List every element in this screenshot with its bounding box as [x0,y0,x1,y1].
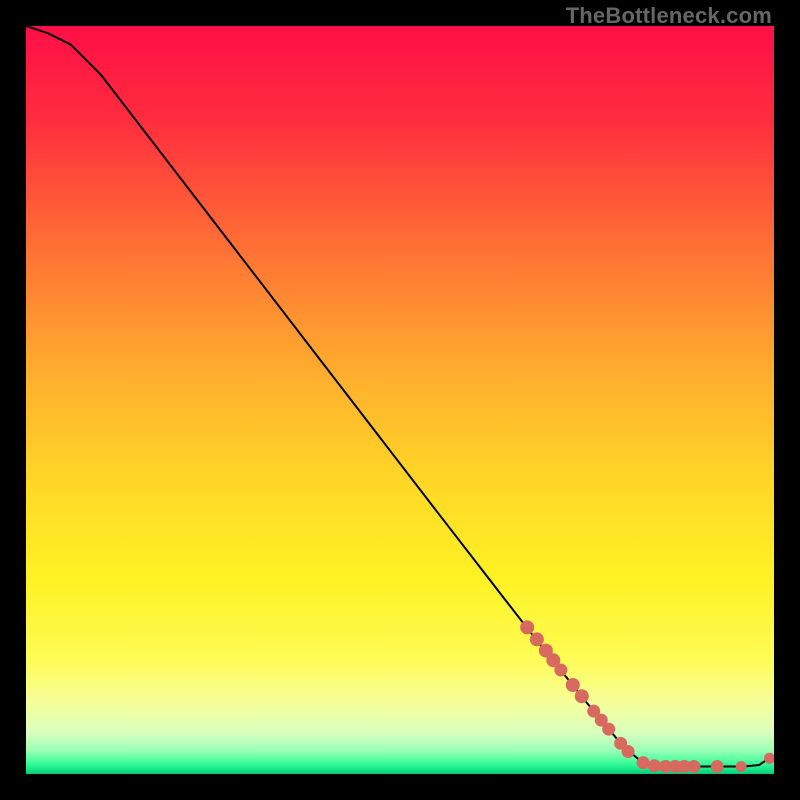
chart-stage: TheBottleneck.com [0,0,800,800]
curve-marker [520,620,534,634]
curve-marker [566,678,580,692]
curve-marker [764,753,774,764]
curve-marker [554,664,567,677]
curve-marker [648,759,661,772]
curve-marker [711,760,724,773]
bottleneck-curve [26,26,770,767]
curve-marker [687,760,700,773]
plot-area [26,26,774,774]
curve-layer [26,26,774,774]
curve-marker [637,756,650,769]
curve-marker [575,689,589,703]
curve-marker [602,723,615,736]
curve-marker [736,761,747,772]
curve-marker [530,632,544,646]
curve-markers [520,620,774,773]
curve-marker [622,745,635,758]
